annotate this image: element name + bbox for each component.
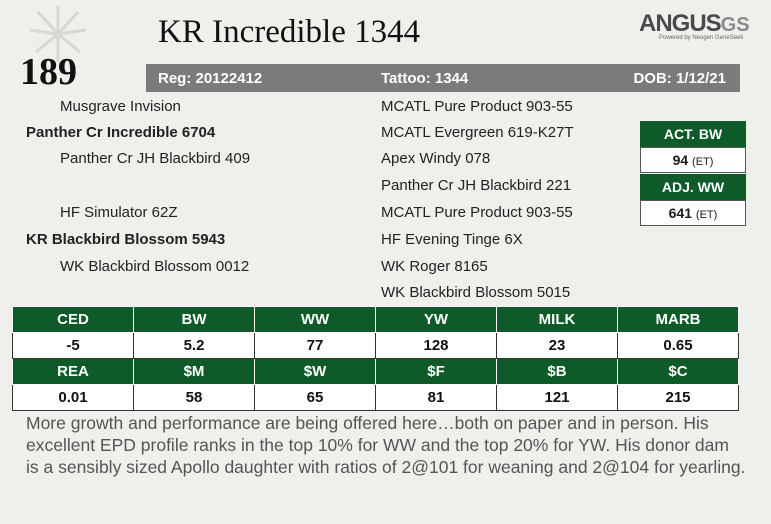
epd-value-b: 121 <box>496 384 618 411</box>
epd-value-row-1: -5 5.2 77 128 23 0.65 <box>12 332 739 359</box>
epd-header-bw: BW <box>133 306 255 333</box>
pedigree-sire-sire: Musgrave Invision <box>60 98 181 115</box>
epd-header-row-2: REA $M $W $F $B $C <box>12 358 739 385</box>
tattoo: Tattoo: 1344 <box>381 70 469 87</box>
adj-ww-label: ADJ. WW <box>640 174 746 200</box>
epd-header-w: $W <box>254 358 376 385</box>
pedigree-right-1: MCATL Pure Product 903-55 <box>381 98 573 115</box>
bull-description: More growth and performance are being of… <box>26 413 746 477</box>
windmill-watermark-icon <box>29 6 87 62</box>
pedigree-right-8: WK Blackbird Blossom 5015 <box>381 284 571 301</box>
registration-number: Reg: 20122412 <box>158 70 263 87</box>
epd-header-milk: MILK <box>496 306 618 333</box>
logo-tagline: Powered by Neogen GeneSeek <box>659 35 744 41</box>
pedigree-right-4: Panther Cr JH Blackbird 221 <box>381 177 572 194</box>
act-bw-label: ACT. BW <box>640 121 746 147</box>
epd-header-marb: MARB <box>617 306 739 333</box>
pedigree-dam: KR Blackbird Blossom 5943 <box>26 231 226 248</box>
epd-value-row-2: 0.01 58 65 81 121 215 <box>12 384 739 411</box>
logo-suffix-text: GS <box>720 14 750 36</box>
epd-header-row-1: CED BW WW YW MILK MARB <box>12 306 739 333</box>
epd-value-m: 58 <box>133 384 255 411</box>
date-of-birth: DOB: 1/12/21 <box>633 70 726 87</box>
epd-value-f: 81 <box>375 384 497 411</box>
pedigree-dam-sire: HF Simulator 62Z <box>60 204 178 221</box>
epd-header-ced: CED <box>12 306 134 333</box>
epd-value-ww: 77 <box>254 332 376 359</box>
adj-ww-value: 641 <box>668 205 693 221</box>
pedigree-right-6: HF Evening Tinge 6X <box>381 231 523 248</box>
epd-header-rea: REA <box>12 358 134 385</box>
adj-ww-value-box: 641 (ET) <box>640 200 746 226</box>
epd-value-yw: 128 <box>375 332 497 359</box>
lot-number: 189 <box>20 51 77 93</box>
epd-header-f: $F <box>375 358 497 385</box>
epd-header-m: $M <box>133 358 255 385</box>
pedigree-right-5: MCATL Pure Product 903-55 <box>381 204 573 221</box>
epd-value-marb: 0.65 <box>617 332 739 359</box>
adj-ww-note: (ET) <box>695 209 718 221</box>
epd-header-ww: WW <box>254 306 376 333</box>
act-bw-note: (ET) <box>692 156 714 168</box>
angus-gs-logo: ANGUSGS Powered by Neogen GeneSeek <box>639 10 750 54</box>
epd-value-milk: 23 <box>496 332 618 359</box>
epd-header-yw: YW <box>375 306 497 333</box>
pedigree-right-7: WK Roger 8165 <box>381 258 488 275</box>
epd-header-c: $C <box>617 358 739 385</box>
pedigree-right-2: MCATL Evergreen 619-K27T <box>381 124 574 141</box>
bull-name: KR Incredible 1344 <box>158 14 421 50</box>
epd-header-b: $B <box>496 358 618 385</box>
act-bw-value-box: 94 (ET) <box>640 147 746 173</box>
act-bw-value: 94 <box>672 152 689 168</box>
pedigree-right-3: Apex Windy 078 <box>381 150 491 167</box>
logo-main-text: ANGUS <box>639 10 722 37</box>
epd-value-w: 65 <box>254 384 376 411</box>
pedigree-sire: Panther Cr Incredible 6704 <box>26 124 216 141</box>
epd-value-ced: -5 <box>12 332 134 359</box>
registration-bar: Reg: 20122412 Tattoo: 1344 DOB: 1/12/21 <box>146 64 740 92</box>
epd-table: CED BW WW YW MILK MARB -5 5.2 77 128 23 … <box>12 306 739 411</box>
epd-value-bw: 5.2 <box>133 332 255 359</box>
epd-value-c: 215 <box>617 384 739 411</box>
pedigree-dam-dam: WK Blackbird Blossom 0012 <box>60 258 250 275</box>
pedigree-sire-dam: Panther Cr JH Blackbird 409 <box>60 150 251 167</box>
epd-value-rea: 0.01 <box>12 384 134 411</box>
